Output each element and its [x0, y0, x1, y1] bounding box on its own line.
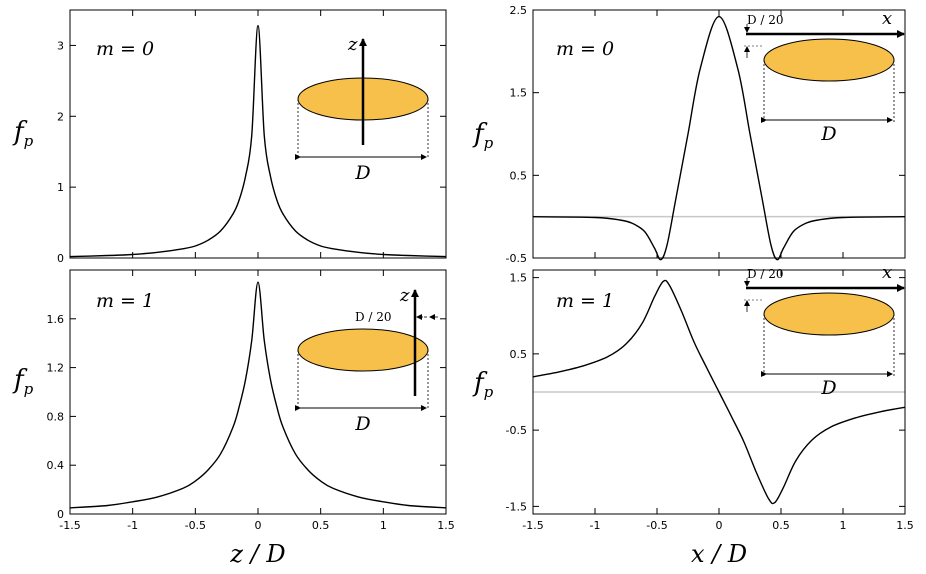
y-tick-label: 2 — [57, 110, 64, 123]
y-tick-label: 1.6 — [47, 313, 65, 326]
y-tick-label: 0.5 — [510, 169, 528, 182]
diameter-label: D — [820, 123, 836, 145]
x-tick-label: 1 — [380, 519, 387, 532]
inset-schematic: x D / 20 D — [744, 262, 905, 399]
x-tick-label: -0.5 — [185, 519, 206, 532]
x-tick-label: 0 — [716, 519, 723, 532]
y-axis-label: fp — [12, 365, 34, 398]
series-line — [69, 24, 447, 258]
m-annotation: m = 1 — [96, 290, 154, 312]
m-annotation: m = 0 — [556, 38, 614, 60]
y-tick-label: 0 — [57, 508, 64, 521]
y-tick-label: -1.5 — [506, 500, 527, 513]
x-axis-label: z / D — [229, 540, 285, 568]
x-tick-label: -1.5 — [59, 519, 80, 532]
m-annotation: m = 1 — [556, 290, 614, 312]
x-tick-label: -0.5 — [646, 519, 667, 532]
x-tick-label: -1 — [127, 519, 138, 532]
panel-bottom-left: 0 0.4 0.8 1.2 1.6 -1.5 -1 -0.5 0 0.5 1 1.5 fp m = 1 z … — [12, 269, 455, 568]
x-tick-label: 0 — [255, 519, 262, 532]
inset-schematic: Dz — [295, 34, 429, 184]
x-axis-label: x / D — [691, 540, 747, 568]
y-tick-label: 0.4 — [47, 459, 65, 472]
series-line — [532, 279, 906, 505]
series-line — [69, 281, 447, 509]
diameter-label: D — [820, 377, 836, 399]
y-tick-label: -0.5 — [506, 252, 527, 265]
x-tick-label: 0.5 — [312, 519, 330, 532]
y-tick-label: 0.5 — [510, 348, 528, 361]
disk-shape — [763, 38, 895, 82]
panel-top-right: -0.5 0.5 1.5 2.5 fp m = 0 x D / 20 D — [472, 4, 906, 265]
axis-label: x — [882, 262, 892, 283]
x-tick-label: 1.5 — [437, 519, 455, 532]
disk-shape — [763, 292, 895, 336]
offset-label: D / 20 — [747, 13, 784, 27]
y-tick-label: 1 — [57, 181, 64, 194]
axis-label: z — [399, 285, 410, 306]
inset-schematic: x D / 20 D — [744, 8, 905, 145]
diameter-label: D — [354, 413, 370, 435]
series-line — [532, 15, 906, 261]
x-tick-label: 1 — [840, 519, 847, 532]
disk-shape — [297, 328, 429, 372]
y-axis-label: fp — [12, 117, 34, 150]
m-annotation: m = 0 — [96, 38, 154, 60]
y-axis-label: fp — [472, 368, 494, 401]
panel-top-left: 0 1 2 3 fp m = 0 Dz — [12, 9, 447, 265]
y-tick-label: 0.8 — [47, 410, 65, 423]
y-axis-label: fp — [472, 119, 494, 152]
axis-label: z — [347, 34, 358, 55]
x-tick-label: 0.5 — [772, 519, 790, 532]
inset-schematic: Dz D / 20 — [295, 285, 438, 435]
diameter-label: D — [354, 162, 370, 184]
y-tick-label: 2.5 — [510, 4, 528, 17]
panel-bottom-right: -1.5 -0.5 0.5 1.5 -1.5 -1 -0.5 0 0.5 1 1.5 fp m = 1 x… — [472, 262, 914, 568]
y-tick-label: 1.5 — [510, 87, 528, 100]
x-tick-label: 1.5 — [896, 519, 914, 532]
axis-label: x — [882, 8, 892, 29]
y-tick-label: 1.2 — [47, 362, 65, 375]
y-tick-label: 0 — [57, 252, 64, 265]
x-tick-label: -1.5 — [522, 519, 543, 532]
offset-label: D / 20 — [355, 310, 392, 324]
y-tick-label: 1.5 — [510, 272, 528, 285]
y-tick-label: -0.5 — [506, 424, 527, 437]
x-tick-label: -1 — [590, 519, 601, 532]
y-tick-label: 3 — [57, 39, 64, 52]
offset-label: D / 20 — [747, 267, 784, 281]
